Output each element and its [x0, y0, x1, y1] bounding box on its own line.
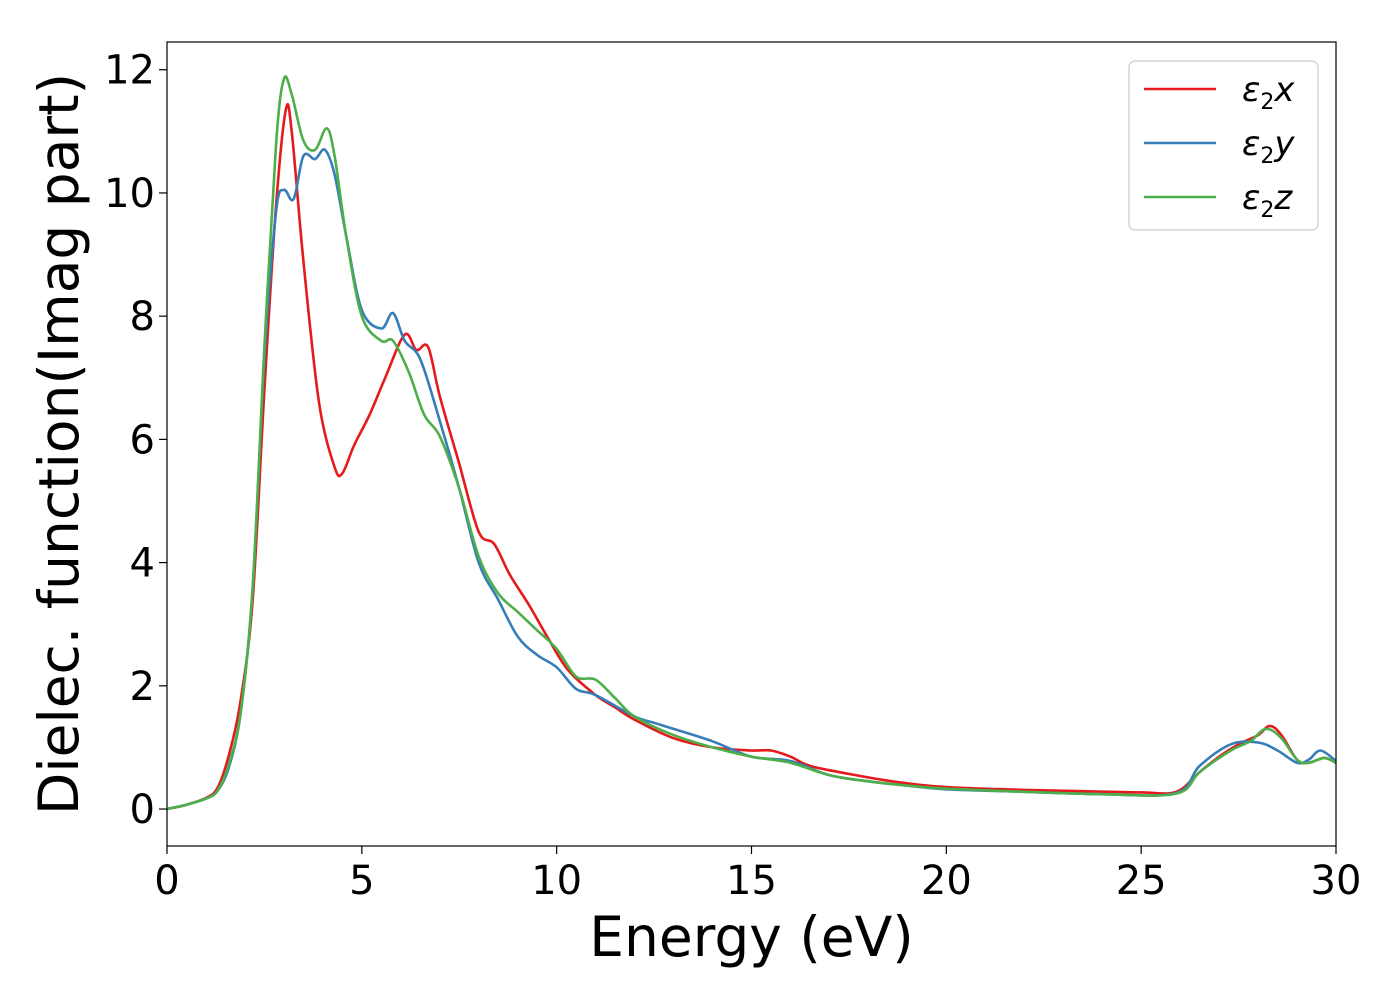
legend-item-x: ε2x: [1144, 70, 1295, 115]
legend: ε2x ε2y ε2z: [1128, 60, 1319, 231]
x-axis-ticks: 0 5 10 15 20 25 30: [154, 846, 1361, 904]
y-tick-label: 8: [130, 294, 155, 340]
legend-label: ε2y: [1242, 124, 1295, 169]
x-tick-label: 0: [154, 858, 179, 904]
plot-curves: [167, 75, 1336, 811]
series-line-y: [167, 148, 1336, 811]
legend-label: ε2x: [1242, 70, 1295, 115]
y-tick-label: 10: [104, 171, 155, 217]
x-tick-label: 15: [726, 858, 777, 904]
y-tick-label: 2: [130, 664, 155, 710]
legend-box: [1128, 60, 1319, 231]
x-tick-label: 25: [1116, 858, 1167, 904]
legend-item-z: ε2z: [1144, 178, 1293, 223]
series-line-z: [167, 75, 1336, 811]
x-tick-label: 20: [921, 858, 972, 904]
y-tick-label: 0: [130, 787, 155, 833]
x-tick-label: 10: [531, 858, 582, 904]
y-tick-label: 12: [104, 48, 155, 94]
legend-item-y: ε2y: [1144, 124, 1295, 169]
y-axis-ticks: 0 2 4 6 8 10 12: [104, 48, 167, 833]
y-tick-label: 6: [130, 417, 155, 463]
x-axis-label: Energy (eV): [589, 905, 913, 969]
x-tick-label: 30: [1311, 858, 1362, 904]
x-tick-label: 5: [349, 858, 374, 904]
legend-label: ε2z: [1242, 178, 1293, 223]
y-tick-label: 4: [130, 541, 155, 587]
y-axis-label: Dielec. function(Imag part): [27, 73, 91, 815]
